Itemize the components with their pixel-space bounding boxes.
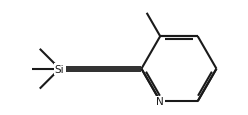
Text: Si: Si: [55, 64, 64, 74]
Text: N: N: [156, 96, 164, 106]
